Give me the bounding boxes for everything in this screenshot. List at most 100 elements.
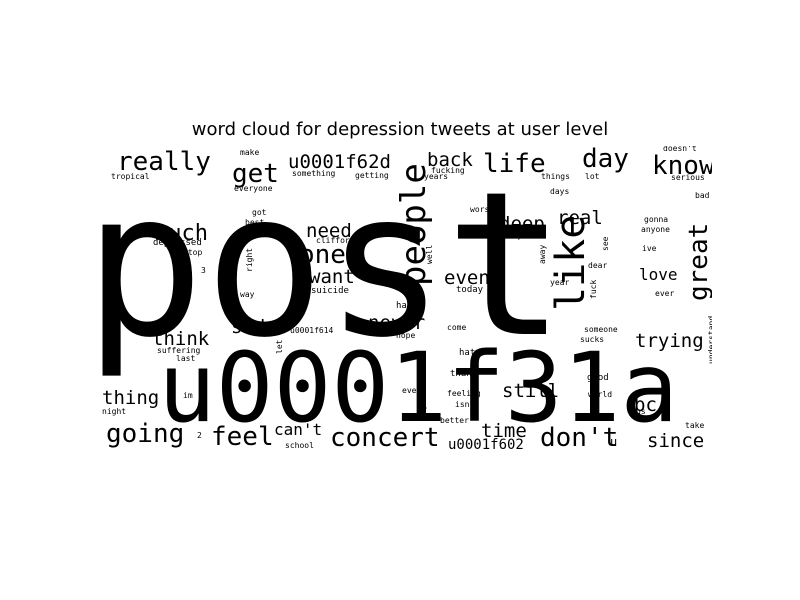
word-always: always [498, 231, 527, 240]
word-let: let [275, 339, 284, 354]
word-im: im [183, 391, 193, 400]
word-2: 2 [197, 431, 202, 440]
word-serious: serious [671, 173, 705, 182]
word-great: great [684, 223, 712, 301]
word-get: get [232, 159, 279, 189]
word-sad: sad [231, 316, 265, 338]
word-thing: thing [102, 387, 159, 409]
word-still: still [502, 380, 559, 402]
word-time: time [481, 420, 527, 442]
word-even: even [444, 267, 490, 289]
word-us: us [636, 407, 646, 416]
word-every: every [402, 386, 426, 395]
word-lol: lol [240, 229, 255, 238]
word-doesn-t: doesn't [663, 146, 697, 153]
word-suffering: suffering [157, 346, 201, 355]
word-need: need [306, 220, 352, 242]
word-better: better [440, 416, 469, 425]
word-real: real [557, 207, 603, 229]
word-trying: trying [635, 330, 704, 352]
word-feeling: feeling [447, 389, 481, 398]
word-hard: hard [522, 320, 544, 330]
word-well: well [425, 245, 434, 264]
word-u0001f602: u0001f602 [448, 437, 524, 452]
word-sucks: sucks [580, 335, 604, 344]
word-u0001f614: u0001f614 [290, 326, 334, 335]
word-ever: ever [655, 289, 674, 298]
word-getting: getting [355, 171, 389, 180]
word-best: best [245, 218, 264, 227]
word-go: go [165, 259, 193, 288]
word-going: going [106, 419, 184, 449]
word-hate: hate [459, 348, 481, 358]
word-last: last [176, 354, 195, 363]
word-come: come [447, 323, 466, 332]
word-much: much [155, 221, 208, 246]
word-u0001f62d: u0001f62d [288, 151, 391, 173]
chart-title: word cloud for depression tweets at user… [191, 119, 609, 140]
word-depressed: depressed [153, 238, 202, 248]
word-u: u [610, 435, 617, 449]
word-concert: concert [330, 423, 440, 452]
word-can-t: can't [274, 420, 322, 439]
word-today: today [456, 285, 484, 295]
word-days: days [550, 187, 569, 196]
word-happy: happy [396, 301, 424, 311]
word-world: world [588, 390, 612, 399]
word-ive: ive [642, 244, 657, 253]
word-year: year [550, 278, 569, 287]
word-things: things [541, 172, 570, 181]
word-bad: bad [695, 191, 710, 200]
word-night: night [102, 407, 126, 416]
word-years: years [424, 172, 448, 181]
word-bc: bc [634, 394, 657, 416]
word-life: life [483, 149, 546, 179]
word-3: 3 [201, 266, 206, 275]
word-fuck: fuck [589, 280, 598, 299]
word-know: know [652, 151, 712, 181]
word-school: school [285, 441, 314, 450]
word-take: take [685, 421, 704, 430]
word-day: day [582, 146, 629, 174]
word-like: like [548, 215, 594, 311]
word-anyone: anyone [641, 225, 670, 234]
word-feel: feel [211, 422, 274, 452]
word-isn-t: isn't [455, 400, 479, 409]
word-deep: deep [499, 213, 545, 235]
word-make: make [240, 148, 259, 157]
word-worst: worst [470, 205, 494, 214]
word-lot: lot [585, 172, 600, 181]
word-good: good [587, 373, 609, 383]
word-understand: understand [707, 316, 712, 364]
word-one: one [299, 240, 346, 270]
word-away: away [538, 245, 547, 264]
word-right: right [245, 248, 254, 272]
word-post: post [100, 149, 566, 382]
word-back: back [427, 149, 473, 171]
word-thank: thank [450, 369, 478, 379]
word-way: way [240, 290, 255, 299]
word-suicide: suicide [311, 286, 349, 296]
word-got: got [252, 208, 267, 217]
word-say: say [418, 404, 427, 419]
word-something: something [292, 169, 336, 178]
word-clifford: clifford [316, 236, 355, 245]
word-everyone: everyone [234, 184, 273, 193]
word-love: love [639, 265, 678, 284]
word-think: think [152, 328, 210, 350]
word-shit: shit [340, 377, 349, 396]
word-don-t: don't [540, 423, 618, 452]
word-hope: hope [396, 331, 415, 340]
word-never: never [368, 312, 425, 334]
word-people: people [394, 163, 434, 286]
word-really: really [117, 147, 211, 177]
word-want: want [309, 266, 355, 288]
word-dear: dear [588, 261, 607, 270]
word-stop: stop [183, 248, 202, 257]
word-since: since [647, 430, 704, 452]
word-tropical: tropical [111, 172, 150, 181]
word-fucking: fucking [431, 166, 465, 175]
word-someone: someone [584, 325, 618, 334]
